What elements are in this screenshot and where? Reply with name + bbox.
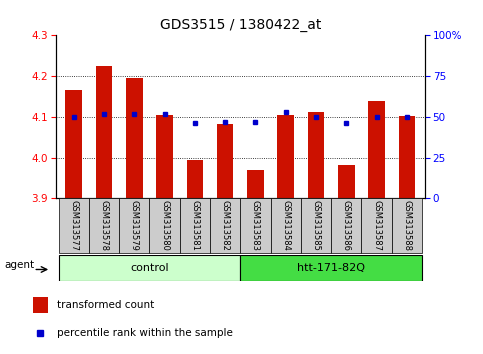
Bar [149,198,180,253]
Bar [308,112,325,198]
Bar [361,198,392,253]
Bar [270,198,301,253]
Bar [301,198,331,253]
Text: GSM313585: GSM313585 [312,200,321,251]
Text: control: control [130,263,169,273]
Bar [277,115,294,198]
Text: GSM313579: GSM313579 [130,200,139,251]
Bar [241,198,270,253]
Bar [180,198,210,253]
Text: GSM313581: GSM313581 [190,200,199,251]
Bar [65,90,82,198]
Text: GSM313583: GSM313583 [251,200,260,251]
Bar [247,170,264,198]
Text: GSM313578: GSM313578 [99,200,109,251]
Bar [126,78,142,198]
Bar [58,198,89,253]
Text: GSM313587: GSM313587 [372,200,381,251]
Bar [338,165,355,198]
Bar [156,115,173,198]
Bar [58,255,241,281]
Text: percentile rank within the sample: percentile rank within the sample [57,328,233,338]
Text: GSM313582: GSM313582 [221,200,229,251]
Bar [368,101,385,198]
Text: agent: agent [4,261,35,270]
Bar [33,297,48,313]
Bar [331,198,361,253]
Text: GSM313577: GSM313577 [69,200,78,251]
Bar [398,116,415,198]
Text: GSM313584: GSM313584 [281,200,290,251]
Title: GDS3515 / 1380422_at: GDS3515 / 1380422_at [159,18,321,32]
Bar [392,198,422,253]
Bar [96,66,113,198]
Bar [186,160,203,198]
Text: GSM313580: GSM313580 [160,200,169,251]
Bar [210,198,241,253]
Text: transformed count: transformed count [57,300,154,310]
Text: GSM313588: GSM313588 [402,200,412,251]
Bar [119,198,149,253]
Text: htt-171-82Q: htt-171-82Q [297,263,365,273]
Bar [217,124,233,198]
Text: GSM313586: GSM313586 [342,200,351,251]
Bar [89,198,119,253]
Bar [241,255,422,281]
